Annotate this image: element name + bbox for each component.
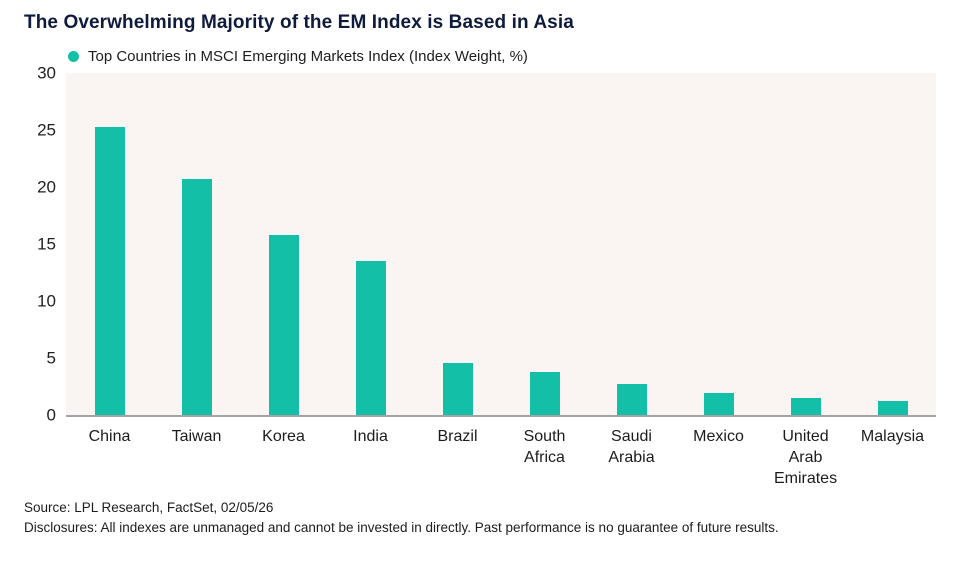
y-axis: 30 25 20 15 10 5 0 (24, 65, 66, 424)
x-axis-labels: China Taiwan Korea India Brazil South Af… (66, 426, 936, 492)
y-tick-25: 25 (37, 120, 56, 140)
bar-brazil (442, 362, 473, 415)
x-label-saudi-arabia: Saudi Arabia (608, 428, 655, 466)
legend: Top Countries in MSCI Emerging Markets I… (68, 47, 936, 65)
y-tick-5: 5 (46, 348, 56, 368)
y-tick-10: 10 (37, 291, 56, 311)
y-tick-0: 0 (46, 405, 56, 425)
plot-area (66, 73, 936, 417)
chart-title: The Overwhelming Majority of the EM Inde… (24, 12, 574, 33)
bar-mexico (703, 393, 734, 415)
x-label-korea: Korea (262, 428, 305, 445)
x-label-taiwan: Taiwan (171, 428, 222, 445)
legend-dot-icon (68, 50, 79, 62)
x-label-united-arab-emirates: United Arab Emirates (773, 428, 838, 487)
bar-united-arab-emirates (790, 397, 821, 415)
bar-taiwan (181, 179, 212, 415)
bar-malaysia (877, 401, 908, 415)
bar-south-africa (529, 371, 560, 415)
y-tick-15: 15 (37, 234, 56, 254)
chart-area: 30 25 20 15 10 5 0 (24, 65, 936, 424)
footer: Source: LPL Research, FactSet, 02/05/26 … (24, 498, 936, 538)
x-label-mexico: Mexico (693, 428, 744, 445)
chart-container: The Overwhelming Majority of the EM Inde… (24, 12, 936, 538)
legend-label: Top Countries in MSCI Emerging Markets I… (88, 47, 528, 65)
y-tick-20: 20 (37, 177, 56, 197)
disclosure-text: Disclosures: All indexes are unmanaged a… (24, 520, 779, 535)
x-label-india: India (353, 428, 388, 445)
x-label-south-africa: South Africa (523, 428, 566, 466)
bar-india (355, 261, 386, 415)
bar-china (94, 126, 125, 415)
bar-korea (268, 234, 299, 415)
y-tick-30: 30 (37, 63, 56, 83)
x-label-malaysia: Malaysia (860, 428, 925, 445)
source-text: Source: LPL Research, FactSet, 02/05/26 (24, 500, 274, 515)
x-label-china: China (88, 428, 131, 445)
bar-saudi-arabia (616, 384, 647, 415)
x-label-brazil: Brazil (437, 428, 478, 445)
bar-series (66, 73, 936, 415)
